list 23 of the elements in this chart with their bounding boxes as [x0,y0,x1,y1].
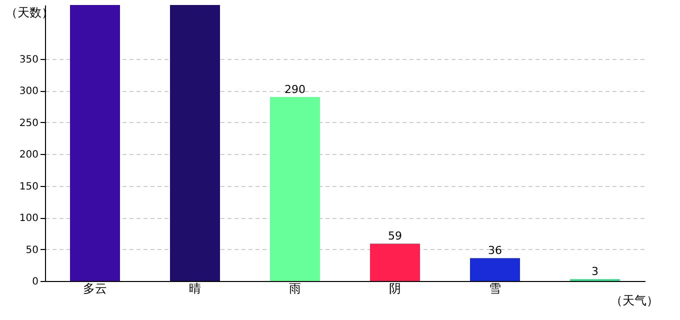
x-tick-label: 多云 [83,282,107,296]
bar [470,258,520,281]
y-tick-label: 250 [19,118,38,129]
data-label: 59 [388,230,402,243]
bar [370,244,420,281]
data-label: 36 [488,244,502,258]
data-label: 290 [284,83,306,96]
bar [70,5,120,281]
y-tick-label: 0 [32,276,38,288]
x-tick-label: 雨 [289,282,301,296]
x-tick-label: 阴 [389,282,401,296]
y-tick-label: 350 [19,54,38,66]
y-tick-label: 50 [26,244,38,256]
bar [170,5,220,281]
bar [270,97,320,281]
x-tick-label: 雪 [489,282,501,296]
y-tick-label: 100 [19,213,38,224]
x-axis-title: （天气） [610,294,658,308]
x-tick-label: 晴 [189,282,201,296]
y-tick-label: 150 [19,181,38,192]
data-label: 3 [592,265,598,278]
y-tick-label: 300 [19,86,38,98]
y-tick-label: 200 [19,150,38,161]
